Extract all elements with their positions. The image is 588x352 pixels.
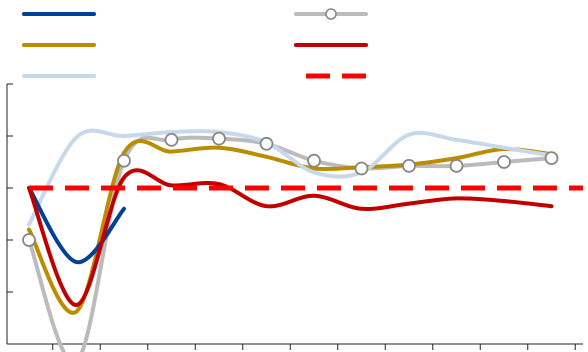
series-line-4 (27, 168, 554, 307)
data-point-marker (307, 153, 321, 168)
data-point-marker (449, 158, 464, 173)
data-point-marker (259, 136, 274, 151)
data-point-marker (402, 158, 416, 173)
data-point-marker (22, 233, 36, 247)
data-point-marker (544, 151, 559, 166)
data-point-marker (164, 132, 179, 147)
legend (22, 8, 368, 79)
series-line-0 (27, 186, 126, 265)
data-point-marker (117, 153, 131, 168)
data-point-marker (497, 155, 511, 169)
data-point-marker (354, 161, 369, 176)
axes (6, 83, 583, 350)
series-line-1 (27, 138, 554, 315)
plot-area (22, 128, 583, 352)
legend-marker-3 (325, 8, 337, 20)
data-point-marker (212, 131, 226, 146)
series-line-2 (27, 128, 554, 227)
series-line-3 (27, 135, 554, 352)
